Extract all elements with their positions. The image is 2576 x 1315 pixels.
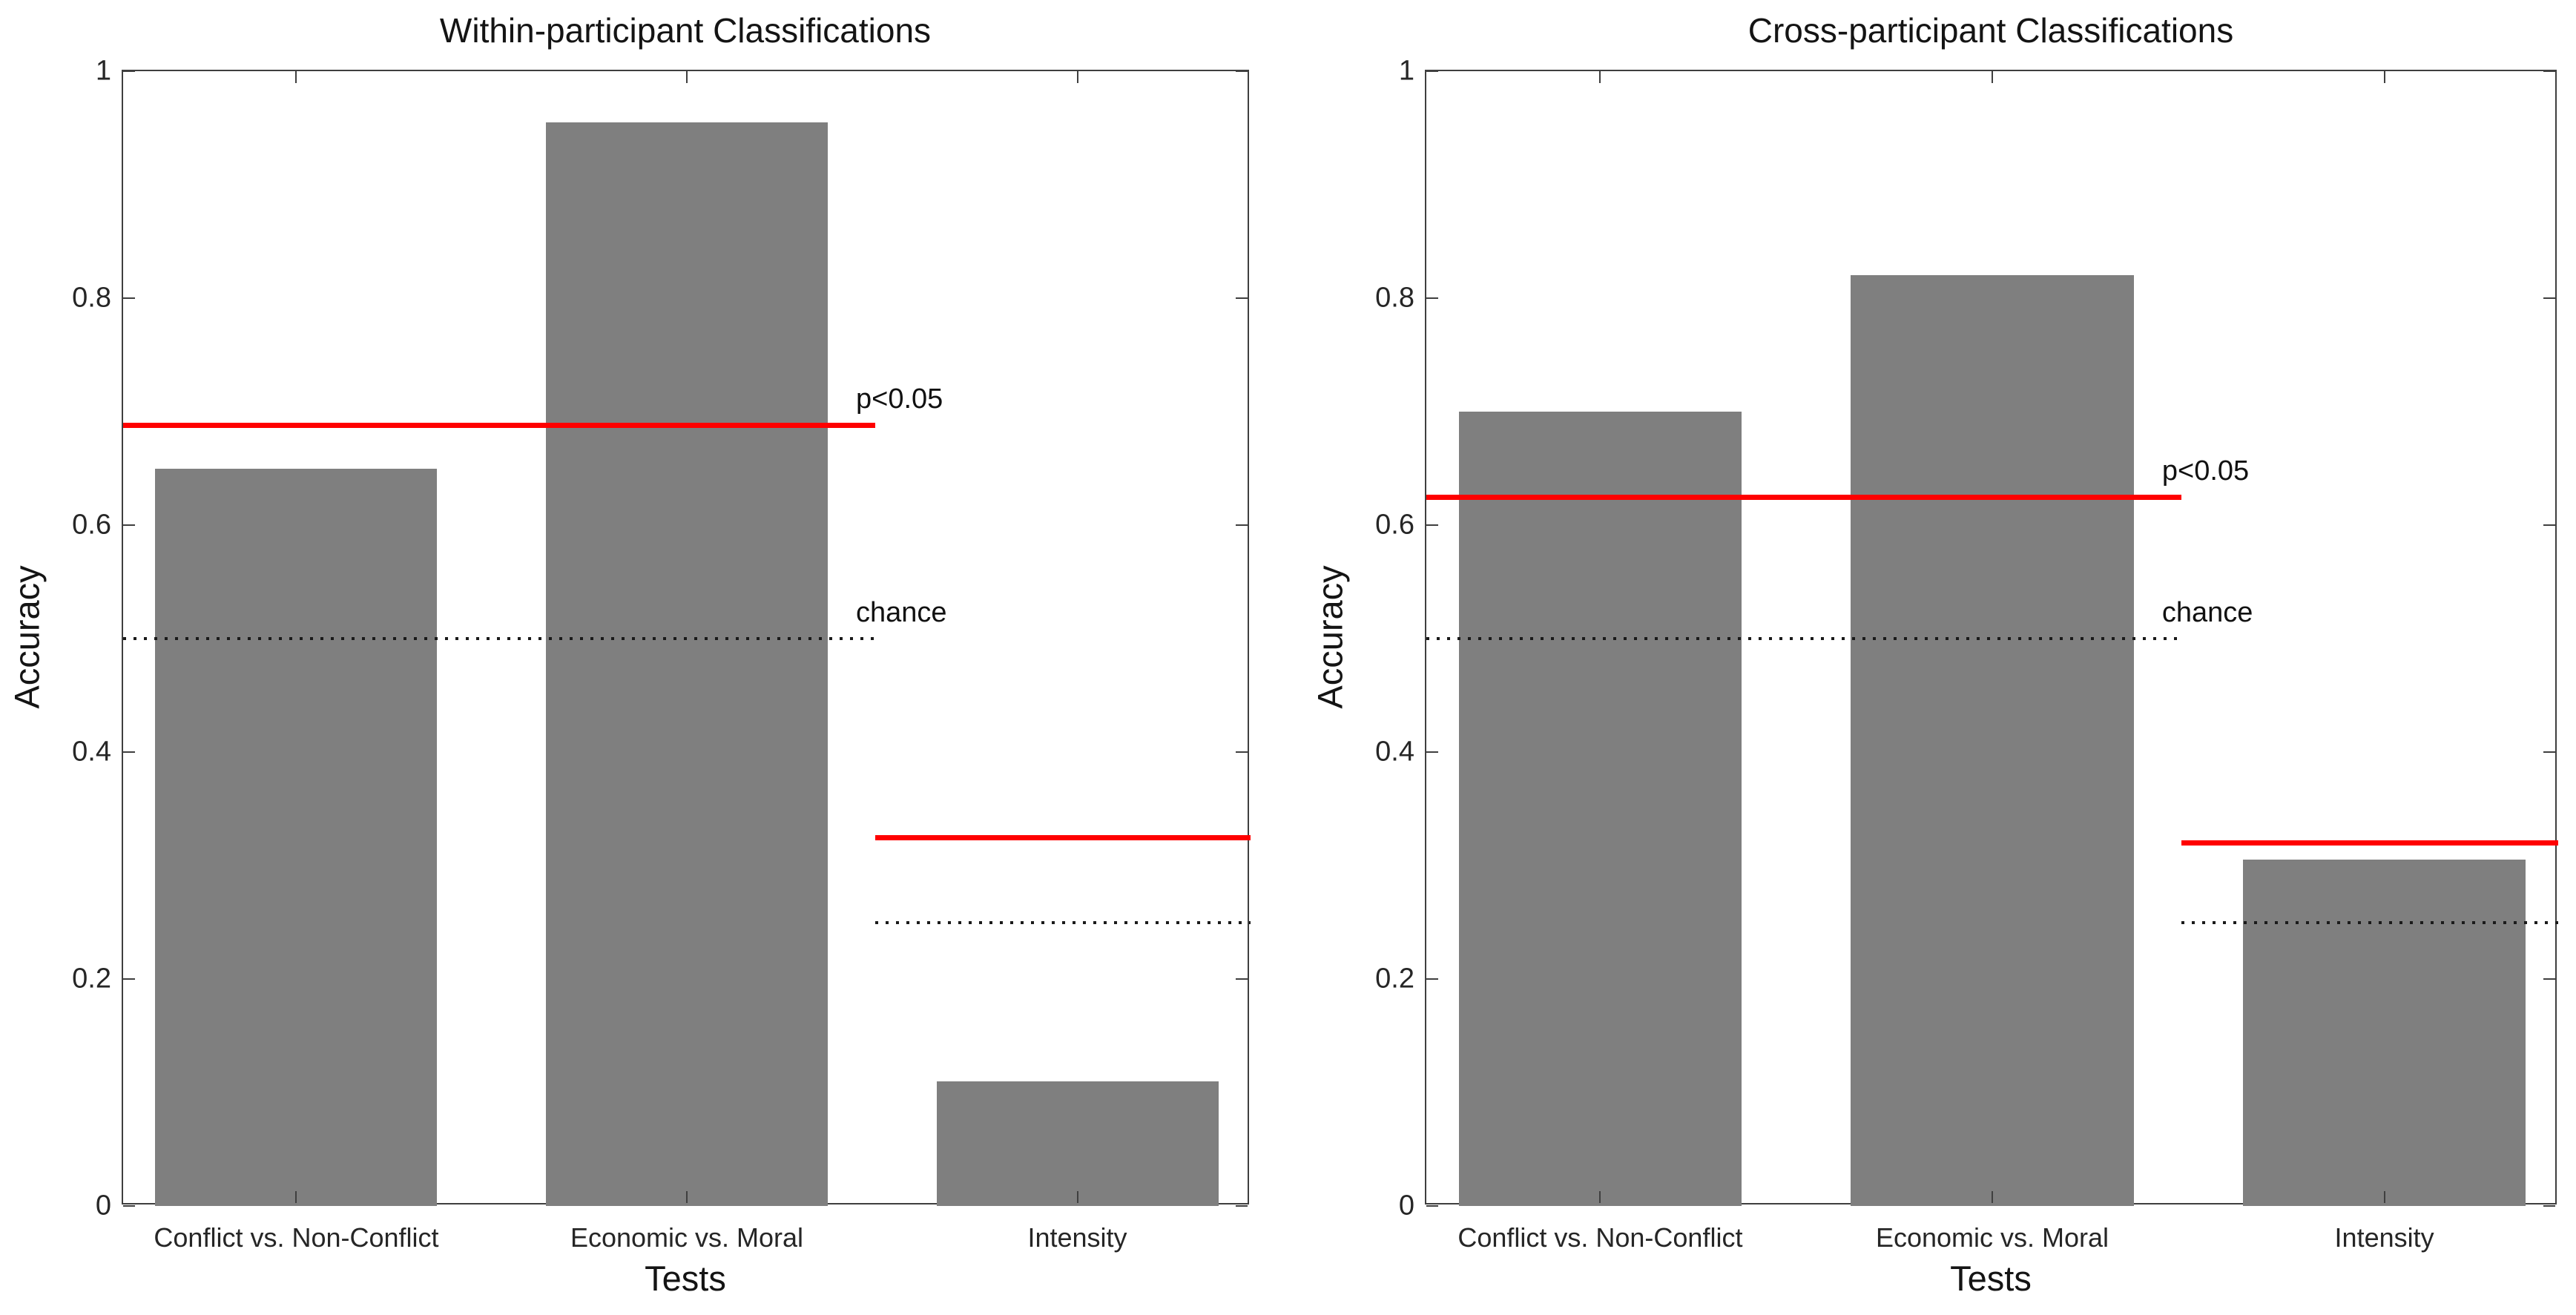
y-tick-label-1: 1 bbox=[95, 55, 111, 87]
significance-line-1 bbox=[1426, 494, 2181, 500]
x-tick-label-conflict-vs-non-conflict: Conflict vs. Non-Conflict bbox=[1457, 1222, 1743, 1253]
bar-conflict-vs-non-conflict bbox=[155, 468, 438, 1206]
y-tick-label-0.4: 0.4 bbox=[1375, 736, 1414, 768]
y-tick-1 bbox=[1426, 70, 1438, 72]
x-axis-label: Tests bbox=[1950, 1259, 2032, 1298]
x-tick-label-economic-vs-moral: Economic vs. Moral bbox=[570, 1222, 804, 1253]
y-tick-right-0.2 bbox=[1236, 978, 1248, 980]
x-tick-label-economic-vs-moral: Economic vs. Moral bbox=[1875, 1222, 2109, 1253]
y-tick-label-0.4: 0.4 bbox=[72, 736, 111, 768]
y-tick-0.2 bbox=[1426, 978, 1438, 980]
x-tick-top-conflict-vs-non-conflict bbox=[295, 71, 297, 83]
x-tick-bottom-intensity bbox=[2383, 1191, 2385, 1203]
y-tick-0.8 bbox=[123, 297, 135, 299]
x-tick-top-conflict-vs-non-conflict bbox=[1599, 71, 1601, 83]
y-tick-label-0.6: 0.6 bbox=[1375, 509, 1414, 541]
x-tick-label-intensity: Intensity bbox=[1027, 1222, 1127, 1253]
x-axis-label: Tests bbox=[645, 1259, 726, 1298]
y-tick-right-0.4 bbox=[2543, 751, 2555, 753]
y-tick-right-1 bbox=[2543, 70, 2555, 72]
x-tick-top-intensity bbox=[1076, 71, 1078, 83]
x-tick-top-economic-vs-moral bbox=[686, 71, 688, 83]
y-tick-right-0.6 bbox=[1236, 524, 1248, 526]
bar-conflict-vs-non-conflict bbox=[1458, 412, 1742, 1206]
chart-title: Cross-participant Classifications bbox=[1747, 11, 2234, 50]
y-tick-label-0.8: 0.8 bbox=[1375, 282, 1414, 314]
y-tick-0.6 bbox=[123, 524, 135, 526]
significance-line-2 bbox=[2181, 840, 2558, 846]
y-tick-right-0 bbox=[2543, 1205, 2555, 1207]
x-tick-bottom-intensity bbox=[1076, 1191, 1078, 1203]
chance-line-1 bbox=[1426, 637, 2181, 640]
y-tick-label-0.2: 0.2 bbox=[1375, 963, 1414, 995]
plot-area: 0 0.2 0.4 0.6 0.8 1 Conflict vs. Non-Conflict E… bbox=[1375, 56, 2558, 1253]
bar-intensity bbox=[2242, 860, 2526, 1206]
y-tick-0.4 bbox=[1426, 751, 1438, 753]
bar-economic-vs-moral bbox=[1851, 275, 2134, 1206]
x-tick-bottom-economic-vs-moral bbox=[1992, 1191, 1993, 1203]
y-tick-label-0: 0 bbox=[1398, 1190, 1414, 1222]
bar-economic-vs-moral bbox=[546, 122, 828, 1206]
chance-line-1 bbox=[123, 637, 875, 640]
y-tick-label-0: 0 bbox=[95, 1190, 111, 1222]
chance-line-2 bbox=[2181, 920, 2558, 924]
y-tick-right-0 bbox=[1236, 1205, 1248, 1207]
x-tick-bottom-conflict-vs-non-conflict bbox=[1599, 1191, 1601, 1203]
annotation-p-0-05: p<0.05 bbox=[856, 383, 943, 415]
y-tick-right-0.6 bbox=[2543, 524, 2555, 526]
annotation-p-0-05: p<0.05 bbox=[2161, 455, 2250, 487]
y-tick-label-0.8: 0.8 bbox=[72, 282, 111, 314]
y-tick-0.8 bbox=[1426, 297, 1438, 299]
y-axis-label: Accuracy bbox=[1310, 565, 1350, 709]
x-tick-bottom-conflict-vs-non-conflict bbox=[295, 1191, 297, 1203]
y-tick-label-0.2: 0.2 bbox=[72, 963, 111, 995]
y-tick-right-0.8 bbox=[1236, 297, 1248, 299]
panel-cross-participant: Cross-participant Classifications Accura… bbox=[1288, 0, 2576, 1315]
y-axis-label: Accuracy bbox=[7, 565, 47, 709]
panel-within-participant: Within-participant Classifications Accur… bbox=[7, 11, 1251, 1298]
y-tick-0.6 bbox=[1426, 524, 1438, 526]
y-tick-0 bbox=[123, 1205, 135, 1207]
chance-line-2 bbox=[874, 920, 1251, 924]
y-tick-label-1: 1 bbox=[1398, 55, 1414, 87]
y-tick-0.2 bbox=[123, 978, 135, 980]
chart-title: Within-participant Classifications bbox=[439, 11, 932, 50]
bar-intensity bbox=[936, 1081, 1219, 1206]
x-tick-bottom-economic-vs-moral bbox=[686, 1191, 688, 1203]
y-tick-0 bbox=[1426, 1205, 1438, 1207]
y-tick-right-0.4 bbox=[1236, 751, 1248, 753]
x-tick-top-economic-vs-moral bbox=[1992, 71, 1993, 83]
y-tick-1 bbox=[123, 70, 135, 72]
y-tick-0.4 bbox=[123, 751, 135, 753]
annotation-chance: chance bbox=[2161, 597, 2253, 628]
significance-line-2 bbox=[874, 834, 1251, 840]
plot-area: 0 0.2 0.4 0.6 0.8 1 Conflict vs. Non-Conflict E… bbox=[72, 56, 1251, 1253]
x-tick-label-intensity: Intensity bbox=[2334, 1222, 2434, 1253]
y-tick-right-1 bbox=[1236, 70, 1248, 72]
y-tick-right-0.2 bbox=[2543, 978, 2555, 980]
y-tick-right-0.8 bbox=[2543, 297, 2555, 299]
annotation-chance: chance bbox=[856, 597, 947, 628]
x-tick-label-conflict-vs-non-conflict: Conflict vs. Non-Conflict bbox=[154, 1222, 439, 1253]
significance-line-1 bbox=[123, 423, 875, 429]
y-tick-label-0.6: 0.6 bbox=[72, 509, 111, 541]
x-tick-top-intensity bbox=[2383, 71, 2385, 83]
